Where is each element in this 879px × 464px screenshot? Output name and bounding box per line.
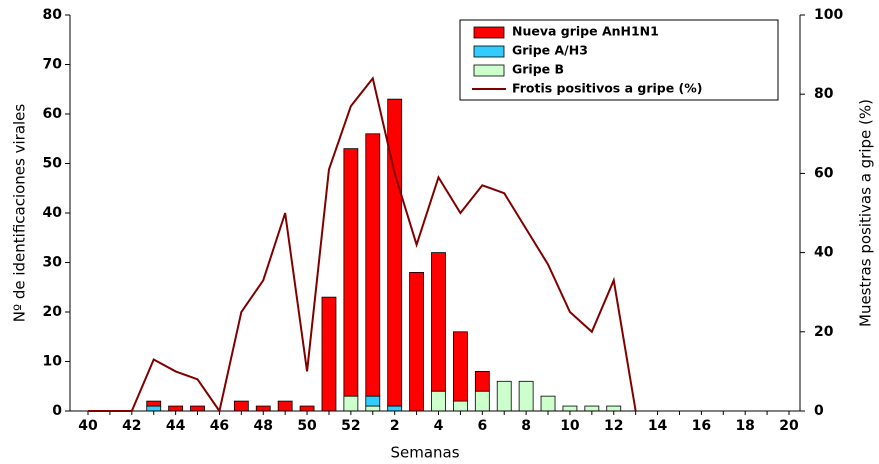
bar [343,148,359,397]
y-tick-label: 40 [43,205,63,221]
bar [584,405,600,412]
bar [540,395,556,412]
x-tick-label: 52 [341,418,360,434]
x-tick-label: 8 [521,418,531,434]
y2-tick-label: 60 [814,165,834,181]
bar [387,98,403,407]
y-tick-label: 60 [43,106,63,122]
legend-label: Nueva gripe AnH1N1 [512,24,659,39]
bar [365,395,381,407]
bar [343,395,359,412]
bar [146,400,162,407]
y-tick-label: 30 [43,255,63,271]
y2-axis-label: Muestras positivas a gripe (%) [857,99,875,327]
y-tick-label: 50 [43,156,63,172]
x-tick-label: 10 [560,418,580,434]
legend-swatch [473,45,505,58]
x-tick-label: 6 [477,418,487,434]
y2-tick-label: 100 [814,7,843,23]
bar [387,405,403,412]
x-tick-label: 18 [735,418,754,434]
x-axis-label: Semanas [390,444,459,462]
bar [190,405,205,412]
bar [518,380,534,412]
y2-tick-label: 40 [814,245,834,261]
x-tick-label: 14 [648,418,668,434]
x-tick-label: 20 [779,418,799,434]
bar [606,405,622,412]
bar [321,296,337,412]
y-tick-label: 10 [43,354,63,370]
y-tick-label: 70 [43,57,63,73]
legend-swatch [473,64,505,77]
bar [255,405,271,412]
y2-tick-label: 80 [814,86,834,102]
x-tick-label: 46 [210,418,229,434]
bar [146,405,162,412]
bar [496,380,512,412]
bar [453,331,468,402]
x-tick-label: 2 [390,418,400,434]
y-tick-label: 20 [43,304,63,320]
line [88,76,637,414]
y-tick-label: 80 [43,7,63,23]
bar [277,400,293,412]
legend-label: Frotis positivos a gripe (%) [512,81,703,96]
y-axis-label: Nº de identificaciones virales [11,104,29,323]
bar [299,405,315,412]
bar [409,271,424,412]
x-tick-label: 4 [434,418,444,434]
bar [474,370,490,392]
legend-box [459,19,779,101]
legend-label: Gripe A/H3 [512,43,588,58]
bar [365,405,381,412]
bar [453,400,468,412]
x-tick-label: 48 [254,418,273,434]
legend-swatch [473,26,505,39]
legend-label: Gripe B [512,62,564,77]
x-tick-label: 40 [78,418,98,434]
bar [365,133,381,397]
bar [233,400,249,412]
x-tick-label: 44 [166,418,186,434]
x-tick-label: 16 [692,418,711,434]
bar [562,405,578,412]
x-tick-label: 42 [122,418,141,434]
y2-tick-label: 0 [814,403,824,419]
bar [474,390,490,412]
bar [431,390,446,412]
y2-tick-label: 20 [814,324,834,340]
y-tick-label: 0 [52,403,62,419]
bar [431,252,446,392]
bar [168,405,184,412]
x-tick-label: 12 [604,418,623,434]
x-tick-label: 50 [297,418,317,434]
